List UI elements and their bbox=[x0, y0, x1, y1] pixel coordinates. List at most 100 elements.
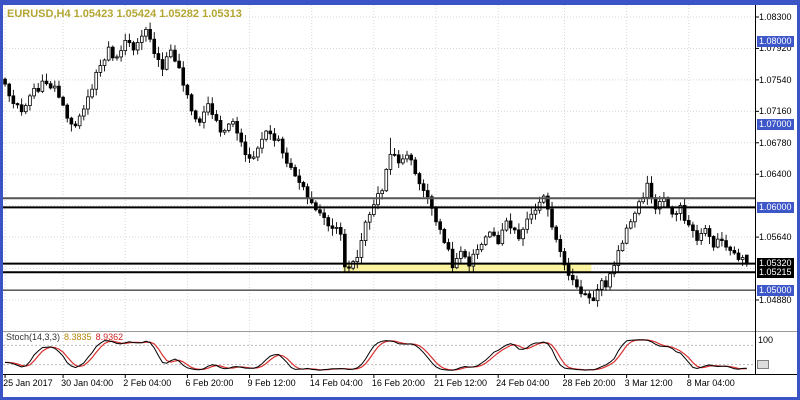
candle-body bbox=[276, 138, 281, 141]
candle-body bbox=[301, 182, 306, 188]
price-tick-label: 1.07920 bbox=[759, 43, 792, 54]
candle-body bbox=[23, 105, 28, 113]
candle-body bbox=[347, 266, 351, 269]
candle-body bbox=[260, 138, 264, 149]
candle-body bbox=[575, 279, 579, 288]
candle-body bbox=[293, 167, 297, 177]
candle-body bbox=[326, 217, 331, 227]
candle-body bbox=[645, 182, 650, 198]
time-tick-label: 21 Feb 12:00 bbox=[434, 378, 488, 388]
candle-body bbox=[409, 154, 413, 161]
candle-body bbox=[218, 119, 223, 133]
candle-body bbox=[314, 202, 318, 211]
candle-body bbox=[624, 227, 629, 244]
candle-body bbox=[736, 252, 741, 260]
candle-body bbox=[214, 114, 219, 121]
candle-body bbox=[289, 162, 293, 168]
candle-body bbox=[210, 103, 215, 115]
candle-body bbox=[463, 250, 467, 258]
candle-body bbox=[285, 152, 289, 164]
candle-body bbox=[633, 212, 637, 223]
candle-body bbox=[583, 293, 587, 296]
candle-body bbox=[160, 59, 165, 70]
candle-body bbox=[421, 183, 426, 191]
price-tick-label: 1.07160 bbox=[759, 106, 792, 117]
candle-body bbox=[52, 85, 57, 89]
candle-body bbox=[264, 130, 268, 140]
candle-body bbox=[355, 257, 360, 263]
price-line-label: 1.07000 bbox=[757, 119, 794, 131]
indicator-signal-value: 8.9362 bbox=[95, 332, 124, 342]
candle-body bbox=[280, 138, 285, 154]
time-axis[interactable]: 25 Jan 2017 30 Jan 04:00 2 Feb 04:00 6 Feb … bbox=[0, 375, 800, 397]
candle-body bbox=[504, 220, 509, 231]
candle-body bbox=[36, 87, 41, 92]
time-tick-label: 2 Feb 04:00 bbox=[123, 378, 172, 388]
candle-body bbox=[32, 87, 36, 97]
price-line-label: 1.05215 bbox=[757, 266, 794, 278]
candle-body bbox=[28, 95, 32, 106]
candle-body bbox=[616, 250, 621, 266]
candle-body bbox=[401, 158, 405, 164]
candle-body bbox=[98, 65, 103, 73]
candle-body bbox=[372, 204, 376, 215]
indicator-scale-100: 100 bbox=[758, 335, 774, 345]
candle-body bbox=[608, 273, 612, 288]
candle-body bbox=[533, 209, 538, 215]
candle-body bbox=[537, 201, 542, 211]
candle-body bbox=[106, 46, 111, 61]
time-tick-label: 16 Feb 20:00 bbox=[371, 378, 425, 388]
candle-body bbox=[94, 71, 99, 90]
candle-body bbox=[322, 212, 326, 218]
time-tick-label: 14 Feb 04:00 bbox=[309, 378, 363, 388]
candle-body bbox=[235, 121, 239, 134]
candle-body bbox=[135, 42, 140, 51]
time-tick-label: 25 Jan 2017 bbox=[3, 378, 53, 388]
candle-body bbox=[442, 229, 447, 243]
candle-body bbox=[475, 249, 480, 255]
candle-body bbox=[425, 190, 430, 198]
candle-body bbox=[57, 85, 61, 98]
indicator-corner-box bbox=[757, 360, 769, 369]
candle-body bbox=[193, 110, 198, 120]
time-tick-label: 9 Feb 12:00 bbox=[247, 378, 296, 388]
candle-body bbox=[699, 233, 704, 241]
candle-body bbox=[430, 196, 434, 209]
candle-body bbox=[732, 250, 737, 254]
window-border-left bbox=[0, 0, 3, 400]
candle-body bbox=[392, 153, 397, 156]
candle-body bbox=[686, 220, 691, 226]
price-axis[interactable]: 1.08300 1.07920 1.07540 1.07160 1.06780 1.064… bbox=[756, 0, 800, 375]
window-border-right bbox=[797, 0, 800, 400]
candle-body bbox=[247, 154, 252, 159]
time-tick-label: 30 Jan 04:00 bbox=[61, 378, 114, 388]
candle-body bbox=[459, 250, 463, 259]
candle-body bbox=[711, 236, 716, 248]
candle-body bbox=[674, 213, 679, 215]
candle-body bbox=[554, 226, 558, 240]
time-tick-label: 3 Mar 12:00 bbox=[624, 378, 673, 388]
indicator-main-value: 8.3835 bbox=[64, 332, 92, 342]
candle-body bbox=[202, 111, 206, 123]
candle-body bbox=[724, 240, 728, 248]
candle-body bbox=[40, 80, 45, 92]
candle-body bbox=[546, 195, 550, 210]
time-tick-label: 8 Mar 04:00 bbox=[686, 378, 735, 388]
candle-body bbox=[119, 50, 123, 58]
candle-body bbox=[231, 121, 235, 125]
price-tick-label: 1.08300 bbox=[759, 12, 792, 22]
candle-body bbox=[728, 246, 733, 251]
candle-body bbox=[529, 213, 534, 220]
price-tick-label: 1.06400 bbox=[759, 169, 792, 180]
candle-body bbox=[227, 123, 231, 131]
candle-body bbox=[330, 225, 335, 229]
candle-body bbox=[251, 156, 256, 159]
price-line-label: 1.05000 bbox=[757, 284, 794, 296]
candle-body bbox=[649, 182, 654, 199]
candle-body bbox=[77, 115, 82, 127]
candle-body bbox=[591, 297, 596, 302]
candle-body bbox=[115, 56, 119, 59]
candle-body bbox=[177, 60, 181, 69]
